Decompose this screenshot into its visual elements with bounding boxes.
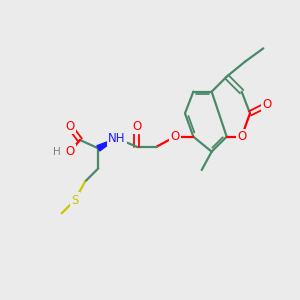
Text: O: O <box>132 120 141 133</box>
Text: H: H <box>53 147 61 157</box>
Text: O: O <box>262 98 271 112</box>
Text: NH: NH <box>108 132 125 145</box>
Text: O: O <box>237 130 246 143</box>
Polygon shape <box>97 138 117 151</box>
Text: O: O <box>65 145 75 158</box>
Text: O: O <box>65 120 75 133</box>
Text: O: O <box>170 130 180 143</box>
Text: S: S <box>71 194 79 206</box>
